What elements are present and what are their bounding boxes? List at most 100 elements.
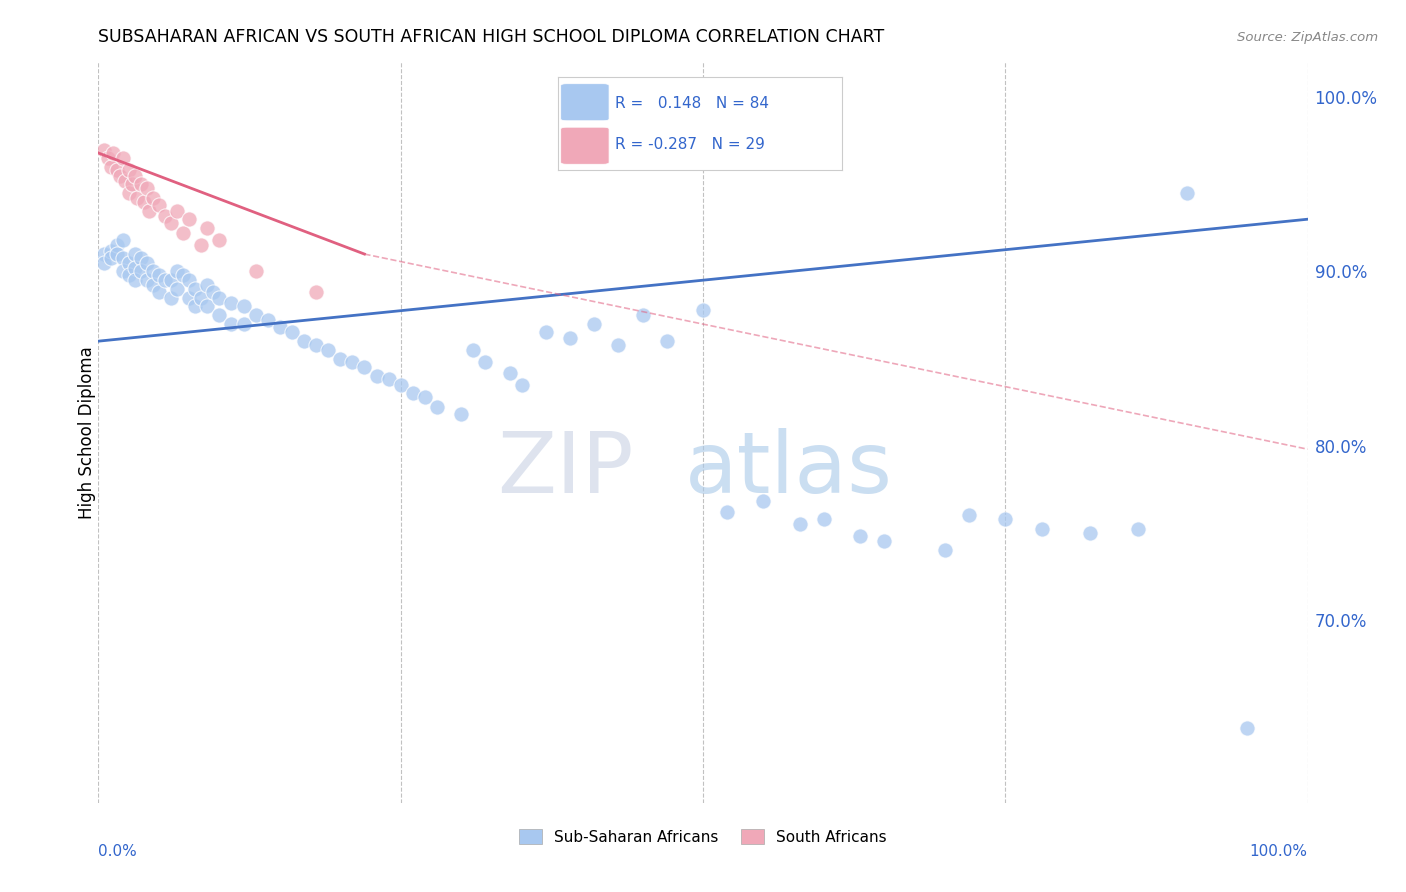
Point (389, 377, 412, 392)
Point (281, 326, 304, 340)
Point (716, 505, 738, 519)
Point (153, 209, 176, 223)
Point (256, 313, 278, 327)
Point (789, 517, 811, 532)
Point (534, 326, 557, 340)
Text: 0.0%: 0.0% (98, 844, 138, 858)
Point (498, 366, 520, 380)
Text: SUBSAHARAN AFRICAN VS SOUTH AFRICAN HIGH SCHOOL DIPLOMA CORRELATION CHART: SUBSAHARAN AFRICAN VS SOUTH AFRICAN HIGH… (98, 28, 884, 45)
Point (135, 181, 157, 195)
Point (413, 390, 436, 404)
Point (184, 282, 207, 296)
Point (402, 386, 425, 401)
Point (558, 331, 581, 345)
Point (97, 151, 120, 165)
Point (655, 334, 678, 348)
Point (121, 178, 143, 192)
Point (148, 268, 170, 282)
Text: atlas: atlas (685, 428, 893, 511)
Point (195, 278, 218, 293)
Point (1236, 721, 1258, 735)
Point (142, 264, 165, 278)
Point (692, 302, 714, 317)
Point (160, 291, 183, 305)
Point (111, 264, 134, 278)
Point (135, 256, 157, 270)
Point (100, 244, 122, 258)
Point (292, 334, 315, 348)
Point (377, 372, 399, 386)
Point (607, 337, 630, 351)
Point (142, 191, 165, 205)
Point (100, 251, 122, 265)
Point (190, 291, 212, 305)
Point (166, 282, 188, 296)
Point (208, 291, 231, 305)
Point (957, 508, 980, 523)
Point (510, 377, 533, 392)
Point (1175, 186, 1198, 200)
Point (1031, 522, 1053, 536)
Point (160, 273, 183, 287)
Point (179, 273, 201, 287)
Point (1128, 522, 1150, 536)
Point (179, 291, 201, 305)
Point (202, 285, 225, 300)
Point (329, 351, 352, 366)
Point (138, 203, 160, 218)
Point (127, 191, 149, 205)
Point (124, 260, 146, 275)
Point (366, 369, 388, 384)
Point (129, 264, 152, 278)
Point (93, 247, 115, 261)
Point (166, 203, 188, 218)
Point (105, 163, 128, 178)
Point (463, 343, 485, 357)
Point (172, 226, 194, 240)
Point (111, 151, 134, 165)
Point (195, 299, 218, 313)
Point (316, 343, 339, 357)
Point (153, 273, 176, 287)
Point (208, 308, 231, 322)
Point (184, 299, 207, 313)
Point (101, 146, 124, 161)
Point (105, 247, 128, 261)
Point (118, 268, 141, 282)
Point (118, 186, 141, 200)
Point (124, 273, 146, 287)
Point (172, 268, 194, 282)
Point (450, 407, 472, 421)
Point (269, 320, 291, 334)
Point (129, 178, 152, 192)
Text: ZIP: ZIP (498, 428, 634, 511)
Point (631, 308, 654, 322)
Point (114, 174, 136, 188)
Point (305, 285, 328, 300)
Point (474, 355, 496, 369)
Point (195, 221, 218, 235)
Point (208, 233, 231, 247)
Point (148, 285, 170, 300)
Point (342, 355, 364, 369)
Point (124, 247, 146, 261)
Point (232, 317, 254, 331)
Point (190, 238, 212, 252)
Point (1078, 525, 1101, 540)
Point (134, 194, 156, 209)
Point (148, 198, 170, 212)
Point (426, 401, 449, 415)
Legend: Sub-Saharan Africans, South Africans: Sub-Saharan Africans, South Africans (513, 822, 893, 851)
Text: 100.0%: 100.0% (1250, 844, 1308, 858)
Point (221, 296, 243, 310)
Point (245, 308, 267, 322)
Point (752, 494, 775, 508)
Point (849, 529, 872, 543)
Point (994, 512, 1017, 526)
Point (111, 233, 134, 247)
Point (118, 256, 141, 270)
Point (142, 278, 165, 293)
Point (179, 212, 201, 227)
Point (105, 238, 128, 252)
Point (124, 169, 146, 183)
